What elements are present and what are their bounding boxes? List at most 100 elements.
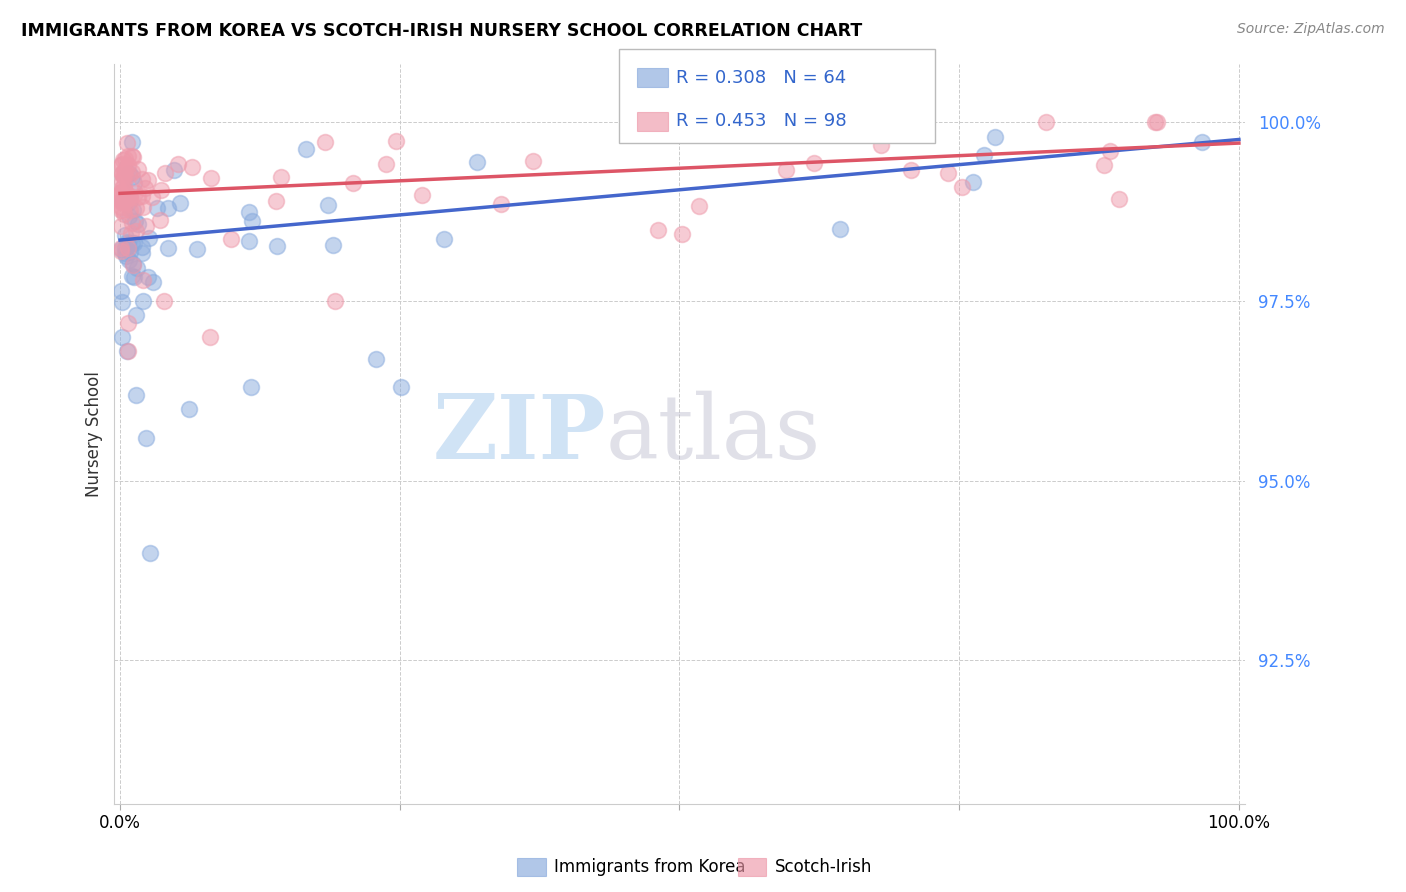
- Point: [121, 269, 143, 284]
- Point: [385, 134, 408, 148]
- Point: [150, 183, 173, 197]
- Point: [118, 252, 141, 267]
- Point: [127, 190, 149, 204]
- Point: [134, 181, 156, 195]
- Point: [124, 387, 146, 401]
- Point: [122, 202, 145, 217]
- Point: [122, 258, 145, 272]
- Point: [131, 189, 153, 203]
- Point: [110, 158, 132, 172]
- Y-axis label: Nursery School: Nursery School: [86, 371, 103, 497]
- Point: [1108, 192, 1130, 206]
- Point: [141, 190, 163, 204]
- Point: [688, 199, 710, 213]
- Point: [364, 351, 387, 366]
- Point: [112, 203, 135, 218]
- Point: [127, 260, 149, 275]
- Point: [138, 231, 160, 245]
- Point: [136, 172, 159, 186]
- Point: [132, 201, 155, 215]
- Text: Source: ZipAtlas.com: Source: ZipAtlas.com: [1237, 22, 1385, 37]
- Point: [136, 270, 159, 285]
- Text: R = 0.453   N = 98: R = 0.453 N = 98: [676, 112, 846, 130]
- Text: atlas: atlas: [606, 391, 821, 478]
- Point: [117, 235, 139, 250]
- Point: [114, 163, 136, 178]
- Point: [110, 202, 132, 217]
- Point: [117, 149, 139, 163]
- Point: [139, 545, 162, 559]
- Point: [1092, 159, 1115, 173]
- Point: [121, 164, 143, 178]
- Point: [120, 226, 142, 240]
- Point: [200, 171, 222, 186]
- Point: [115, 249, 138, 263]
- Point: [111, 157, 134, 171]
- Point: [112, 178, 135, 192]
- Point: [846, 114, 869, 128]
- Point: [111, 195, 134, 210]
- Point: [648, 114, 671, 128]
- Point: [112, 193, 135, 207]
- Point: [124, 186, 146, 201]
- Text: ZIP: ZIP: [433, 391, 606, 477]
- Point: [110, 241, 132, 255]
- Point: [157, 201, 180, 215]
- Point: [121, 150, 143, 164]
- Point: [114, 169, 136, 183]
- Point: [110, 242, 132, 256]
- Point: [131, 245, 153, 260]
- Point: [122, 270, 145, 285]
- Point: [110, 284, 132, 298]
- Point: [270, 170, 292, 185]
- Point: [869, 138, 891, 153]
- Point: [122, 176, 145, 190]
- Point: [118, 190, 141, 204]
- Point: [118, 166, 141, 180]
- Point: [803, 156, 825, 170]
- Point: [115, 193, 138, 207]
- Point: [112, 207, 135, 221]
- Text: Immigrants from Korea: Immigrants from Korea: [554, 858, 745, 876]
- Point: [110, 200, 132, 214]
- Point: [117, 158, 139, 172]
- Point: [1099, 145, 1122, 159]
- Point: [900, 163, 922, 178]
- Text: Scotch-Irish: Scotch-Irish: [775, 858, 872, 876]
- Point: [671, 227, 693, 242]
- Point: [112, 187, 135, 202]
- Point: [127, 162, 149, 177]
- Point: [135, 219, 157, 233]
- Point: [149, 213, 172, 227]
- Point: [118, 194, 141, 209]
- Point: [145, 201, 167, 215]
- Point: [111, 167, 134, 181]
- Point: [110, 294, 132, 309]
- Point: [157, 241, 180, 255]
- Point: [114, 245, 136, 260]
- Point: [111, 194, 134, 209]
- Point: [132, 272, 155, 286]
- Point: [110, 219, 132, 233]
- Point: [169, 196, 191, 211]
- Point: [163, 163, 186, 178]
- Point: [167, 157, 190, 171]
- Point: [314, 135, 336, 149]
- Point: [181, 160, 204, 174]
- Point: [118, 245, 141, 260]
- Point: [950, 180, 973, 194]
- Point: [238, 234, 260, 248]
- Point: [433, 232, 456, 246]
- Point: [489, 196, 512, 211]
- Point: [115, 196, 138, 211]
- Point: [111, 166, 134, 180]
- Point: [219, 232, 242, 246]
- Text: R = 0.308   N = 64: R = 0.308 N = 64: [676, 69, 846, 87]
- Point: [115, 235, 138, 249]
- Point: [142, 276, 165, 290]
- Point: [828, 221, 851, 235]
- Point: [114, 185, 136, 199]
- Point: [186, 242, 208, 256]
- Point: [121, 216, 143, 230]
- Point: [375, 157, 398, 171]
